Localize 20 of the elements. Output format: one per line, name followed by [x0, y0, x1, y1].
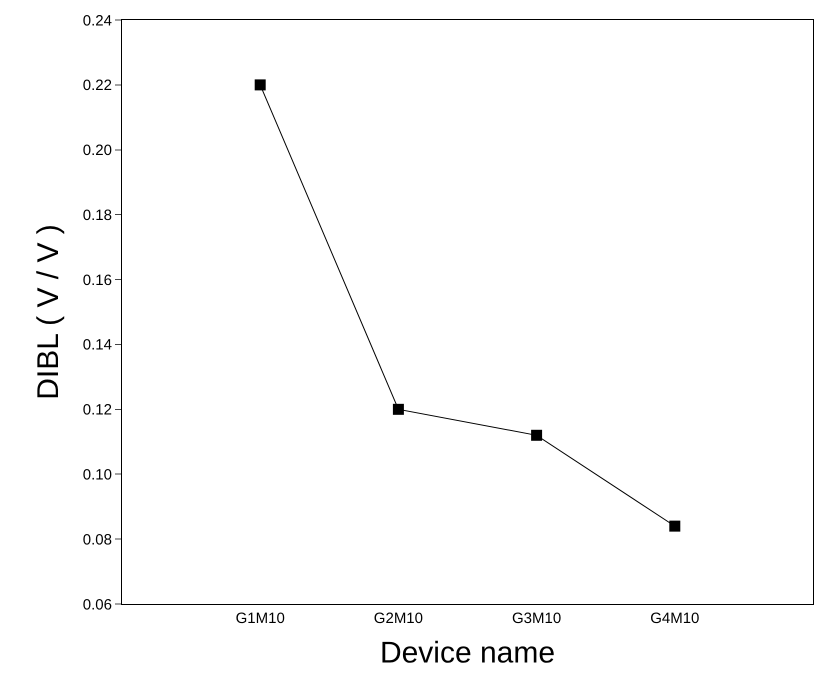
y-tick-label: 0.16 [82, 272, 112, 289]
y-tick-label: 0.22 [82, 77, 112, 94]
y-tick-label: 0.10 [82, 466, 112, 484]
x-tick-label: G1M10 [236, 610, 285, 627]
point [531, 430, 542, 441]
x-tick-label: G4M10 [650, 610, 700, 627]
point [392, 404, 404, 415]
point [254, 79, 266, 90]
x-tick-label: G2M10 [374, 610, 423, 627]
y-tick-label: 0.18 [82, 206, 112, 224]
y-tick-label: 0.12 [82, 402, 112, 419]
y-tick-label: 0.14 [82, 336, 112, 354]
point [669, 520, 680, 532]
x-axis-title: Device name [380, 636, 556, 670]
y-axis-title: DIBL ( V / V ) [32, 224, 65, 400]
y-tick-label: 0.24 [82, 12, 112, 30]
y-tick-label: 0.06 [82, 596, 112, 614]
x-tick-label: G3M10 [512, 610, 562, 627]
y-tick-label: 0.20 [82, 142, 112, 160]
y-tick-label: 0.08 [82, 531, 112, 548]
